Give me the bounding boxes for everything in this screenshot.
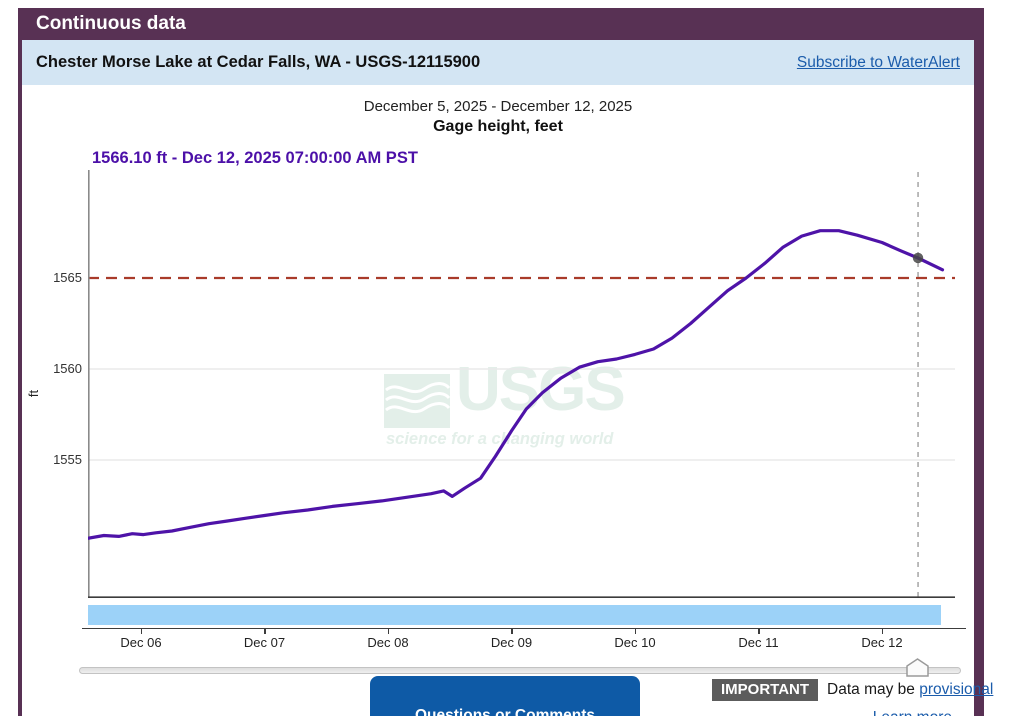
x-tick-label: Dec 08 <box>367 635 409 650</box>
x-tick-mark <box>511 628 513 634</box>
gage-height-plot[interactable] <box>86 170 955 599</box>
chart-parameter-title: Gage height, feet <box>433 118 563 135</box>
provisional-link[interactable]: provisional <box>919 681 994 698</box>
gage-height-series-line <box>86 229 945 540</box>
important-badge: IMPORTANT <box>712 679 819 701</box>
questions-or-comments-button[interactable]: Questions or Comments <box>370 676 640 716</box>
cursor-data-point <box>912 252 924 264</box>
section-title: Continuous data <box>36 13 186 34</box>
x-tick-mark <box>387 628 390 634</box>
x-tick-label: Dec 10 <box>614 635 656 650</box>
x-tick-mark <box>140 628 143 634</box>
x-tick-label: Dec 11 <box>738 635 779 650</box>
current-reading-label: 1566.10 ft - Dec 12, 2025 07:00:00 AM PS… <box>92 149 418 167</box>
section-header: Continuous data <box>22 8 974 40</box>
subscribe-wateralert-link[interactable]: Subscribe to WaterAlert <box>796 53 960 71</box>
y-axis-unit-label: ft <box>26 389 42 398</box>
provisional-note: IMPORTANT Data may be provisional <box>712 679 993 701</box>
x-tick-mark <box>264 628 266 634</box>
page-container: Continuous data Chester Morse Lake at Ce… <box>18 8 993 716</box>
station-bar: Chester Morse Lake at Cedar Falls, WA - … <box>22 40 974 85</box>
y-tick-label: 1555 <box>53 452 82 467</box>
x-tick-mark <box>758 628 760 634</box>
x-tick-label: Dec 06 <box>120 635 162 650</box>
chart-date-range: December 5, 2025 - December 12, 2025 <box>363 98 633 115</box>
y-tick-label: 1560 <box>53 361 82 376</box>
provisional-text: Data may be provisional <box>827 681 994 698</box>
chart-range-bar[interactable] <box>88 605 941 625</box>
time-slider-track[interactable] <box>79 667 961 674</box>
x-tick-label: Dec 09 <box>490 635 533 650</box>
chart-titles: December 5, 2025 - December 12, 2025 Gag… <box>22 98 974 136</box>
x-tick-label: Dec 12 <box>861 635 903 650</box>
partially-visible-link[interactable]: Learn more <box>788 709 952 716</box>
y-tick-label: 1565 <box>53 270 82 285</box>
plot-svg[interactable] <box>86 170 955 599</box>
x-tick-mark <box>634 628 637 634</box>
x-axis-line <box>82 628 966 629</box>
x-tick-mark <box>881 628 884 634</box>
x-tick-label: Dec 07 <box>243 635 286 650</box>
station-name: Chester Morse Lake at Cedar Falls, WA - … <box>36 53 481 71</box>
time-slider-handle[interactable] <box>906 658 929 677</box>
